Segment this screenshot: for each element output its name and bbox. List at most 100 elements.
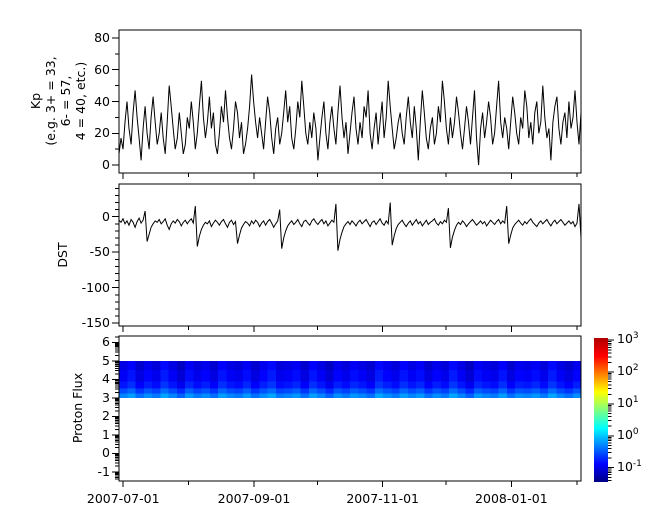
proton-band-cell — [341, 388, 351, 394]
proton-band-cell — [135, 381, 145, 389]
proton-band-cell — [449, 393, 458, 398]
proton-band-cell — [539, 388, 549, 394]
proton-band-cell — [383, 370, 392, 382]
proton-band-cell — [482, 370, 491, 382]
proton-band-cell — [572, 388, 582, 394]
proton-band-cell — [548, 393, 557, 398]
proton-band-cell — [374, 370, 384, 382]
proton-band-cell — [457, 370, 466, 382]
proton-band-cell — [531, 370, 541, 382]
proton-band-cell — [498, 381, 508, 389]
proton-band-cell — [556, 360, 565, 371]
proton-band-cell — [572, 393, 582, 398]
proton-band-cell — [515, 370, 524, 382]
proton-band-cell — [176, 393, 186, 398]
proton-band-cell — [168, 393, 178, 398]
proton-band-cell — [490, 370, 499, 382]
proton-plot-frame — [118, 335, 582, 482]
proton-band-cell — [226, 393, 235, 398]
proton-band-cell — [226, 370, 235, 382]
proton-band-cell — [391, 388, 400, 394]
proton-band-cell — [209, 360, 219, 371]
proton-band-cell — [515, 381, 524, 389]
proton-band-cell — [160, 360, 169, 371]
proton-band-cell — [201, 393, 211, 398]
proton-band-cell — [275, 393, 285, 398]
proton-band-cell — [218, 370, 227, 382]
proton-band-cell — [473, 388, 483, 394]
proton-band-cell — [143, 360, 153, 371]
proton-band-cell — [523, 381, 532, 389]
proton-band-cell — [176, 388, 186, 394]
proton-band-cell — [292, 360, 301, 371]
proton-band-cell — [284, 370, 293, 382]
proton-band-cell — [399, 381, 409, 389]
proton-band-cell — [292, 370, 301, 382]
proton-band-cell — [350, 381, 359, 389]
proton-band-cell — [234, 388, 244, 394]
proton-band-cell — [564, 360, 574, 371]
proton-band-cell — [416, 388, 425, 394]
proton-band-cell — [152, 370, 161, 382]
proton-band-cell — [317, 370, 326, 382]
proton-band-cell — [350, 388, 359, 394]
proton-band-cell — [317, 381, 326, 389]
proton-band-cell — [185, 360, 194, 371]
proton-band-cell — [482, 381, 491, 389]
proton-band-cell — [127, 393, 136, 398]
proton-band-cell — [506, 360, 516, 371]
proton-band-cell — [539, 360, 549, 371]
proton-band-cell — [465, 360, 475, 371]
proton-band-cell — [341, 393, 351, 398]
proton-band-cell — [465, 393, 475, 398]
proton-band-cell — [267, 381, 277, 389]
proton-band-cell — [383, 381, 392, 389]
proton-band-cell — [341, 360, 351, 371]
proton-band-cell — [317, 393, 326, 398]
proton-band-cell — [234, 393, 244, 398]
proton-band-cell — [531, 388, 541, 394]
proton-band-cell — [391, 360, 400, 371]
proton-band-cell — [490, 388, 499, 394]
proton-band-cell — [457, 360, 466, 371]
proton-band-cell — [193, 370, 202, 382]
proton-band-cell — [407, 370, 417, 382]
proton-band-cell — [325, 393, 334, 398]
proton-band-cell — [275, 388, 285, 394]
proton-band-cell — [366, 388, 376, 394]
proton-band-cell — [292, 388, 301, 394]
proton-band-cell — [143, 370, 153, 382]
proton-band-cell — [391, 381, 400, 389]
proton-band-cell — [300, 388, 310, 394]
proton-band-cell — [308, 393, 318, 398]
proton-band-cell — [242, 360, 252, 371]
proton-band-cell — [168, 388, 178, 394]
proton-band-cell — [119, 388, 128, 394]
proton-band-cell — [399, 388, 409, 394]
proton-band-cell — [416, 370, 425, 382]
proton-band-cell — [457, 388, 466, 394]
proton-band-cell — [152, 381, 161, 389]
kp-plot-frame — [118, 29, 582, 174]
proton-band-cell — [176, 360, 186, 371]
proton-band-cell — [564, 388, 574, 394]
proton-band-cell — [383, 388, 392, 394]
proton-band-cell — [267, 360, 277, 371]
proton-band-cell — [341, 370, 351, 382]
proton-band-cell — [143, 381, 153, 389]
proton-band-cell — [424, 393, 433, 398]
proton-band-cell — [143, 388, 153, 394]
proton-band-cell — [564, 393, 574, 398]
proton-band-cell — [440, 393, 450, 398]
proton-band-cell — [432, 360, 442, 371]
proton-band-cell — [358, 381, 367, 389]
proton-band-cell — [201, 388, 211, 394]
proton-band-cell — [119, 360, 128, 371]
proton-band-cell — [424, 370, 433, 382]
proton-band-cell — [465, 381, 475, 389]
proton-band-cell — [267, 388, 277, 394]
proton-band-cell — [366, 370, 376, 382]
proton-band-cell — [564, 381, 574, 389]
proton-band-cell — [399, 370, 409, 382]
proton-band-cell — [284, 388, 293, 394]
